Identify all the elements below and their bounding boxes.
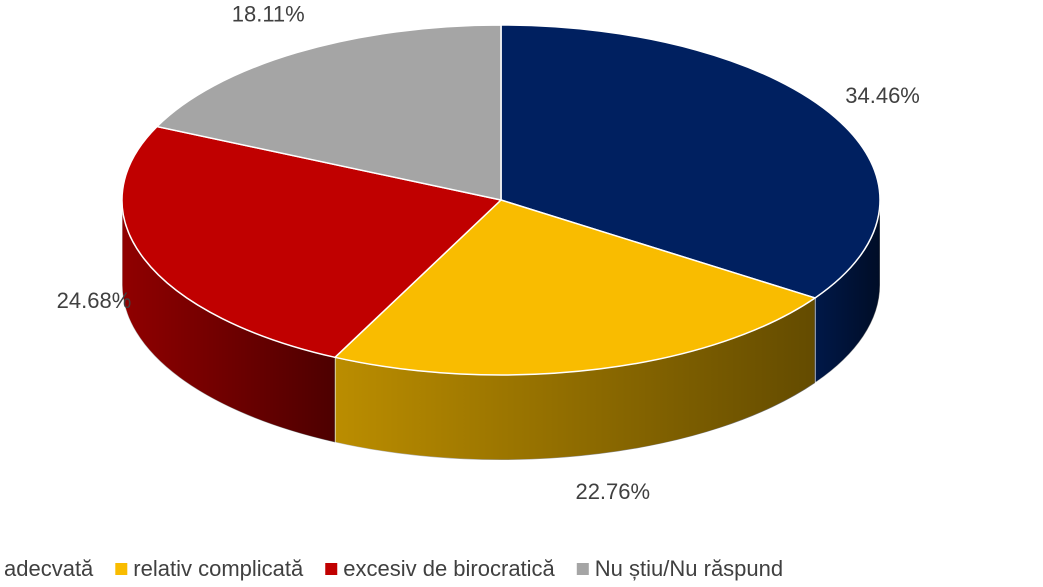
slice-side-shade: [815, 200, 880, 383]
slice: [121, 125, 503, 359]
legend-label: relativ complicată: [133, 556, 304, 581]
data-labels: 34.46% 22.76% 24.68% 18.11%: [57, 2, 920, 505]
data-label: 22.76%: [575, 479, 650, 504]
slice-side-shade: [122, 200, 336, 443]
data-label: 18.11%: [232, 2, 305, 27]
legend-marker: [576, 563, 589, 575]
legend-marker: [325, 563, 338, 575]
slice: [500, 24, 881, 299]
legend-label: adecvată: [4, 556, 94, 581]
pie-sides: [121, 199, 881, 461]
slice-side-shade: [335, 297, 816, 460]
legend-label: Nu știu/Nu răspund: [595, 556, 783, 581]
pie-tops: [121, 24, 881, 376]
legend-label: excesiv de birocratică: [343, 556, 555, 581]
legend: adecvată relativ complicată excesiv de bir…: [4, 556, 783, 581]
legend-marker: [115, 563, 128, 575]
data-label: 24.68%: [57, 288, 132, 313]
slice: [155, 24, 502, 201]
data-label: 34.46%: [845, 83, 920, 108]
